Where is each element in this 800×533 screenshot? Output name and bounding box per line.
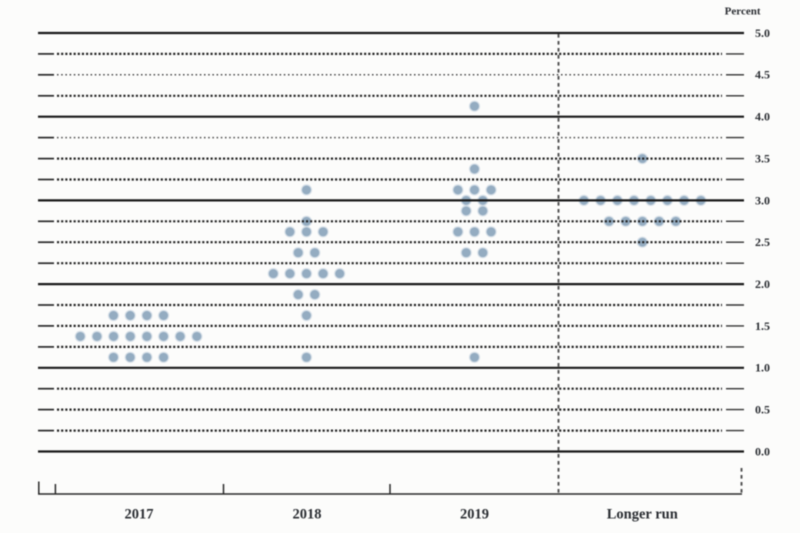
svg-text:Longer run: Longer run — [607, 507, 678, 523]
svg-text:2018: 2018 — [293, 507, 322, 523]
svg-text:0.5: 0.5 — [755, 403, 770, 417]
svg-text:2019: 2019 — [460, 507, 489, 523]
svg-text:5.0: 5.0 — [755, 26, 770, 40]
svg-text:4.5: 4.5 — [755, 68, 770, 82]
svg-text:2.5: 2.5 — [755, 235, 770, 249]
svg-text:0.0: 0.0 — [755, 444, 770, 458]
svg-text:2017: 2017 — [125, 507, 154, 523]
svg-text:Percent: Percent — [725, 6, 761, 18]
svg-text:4.0: 4.0 — [755, 110, 770, 124]
svg-text:3.5: 3.5 — [755, 152, 770, 166]
svg-text:3.0: 3.0 — [755, 193, 770, 207]
svg-text:1.0: 1.0 — [755, 361, 770, 375]
svg-text:2.0: 2.0 — [755, 277, 770, 291]
svg-text:1.5: 1.5 — [755, 319, 770, 333]
